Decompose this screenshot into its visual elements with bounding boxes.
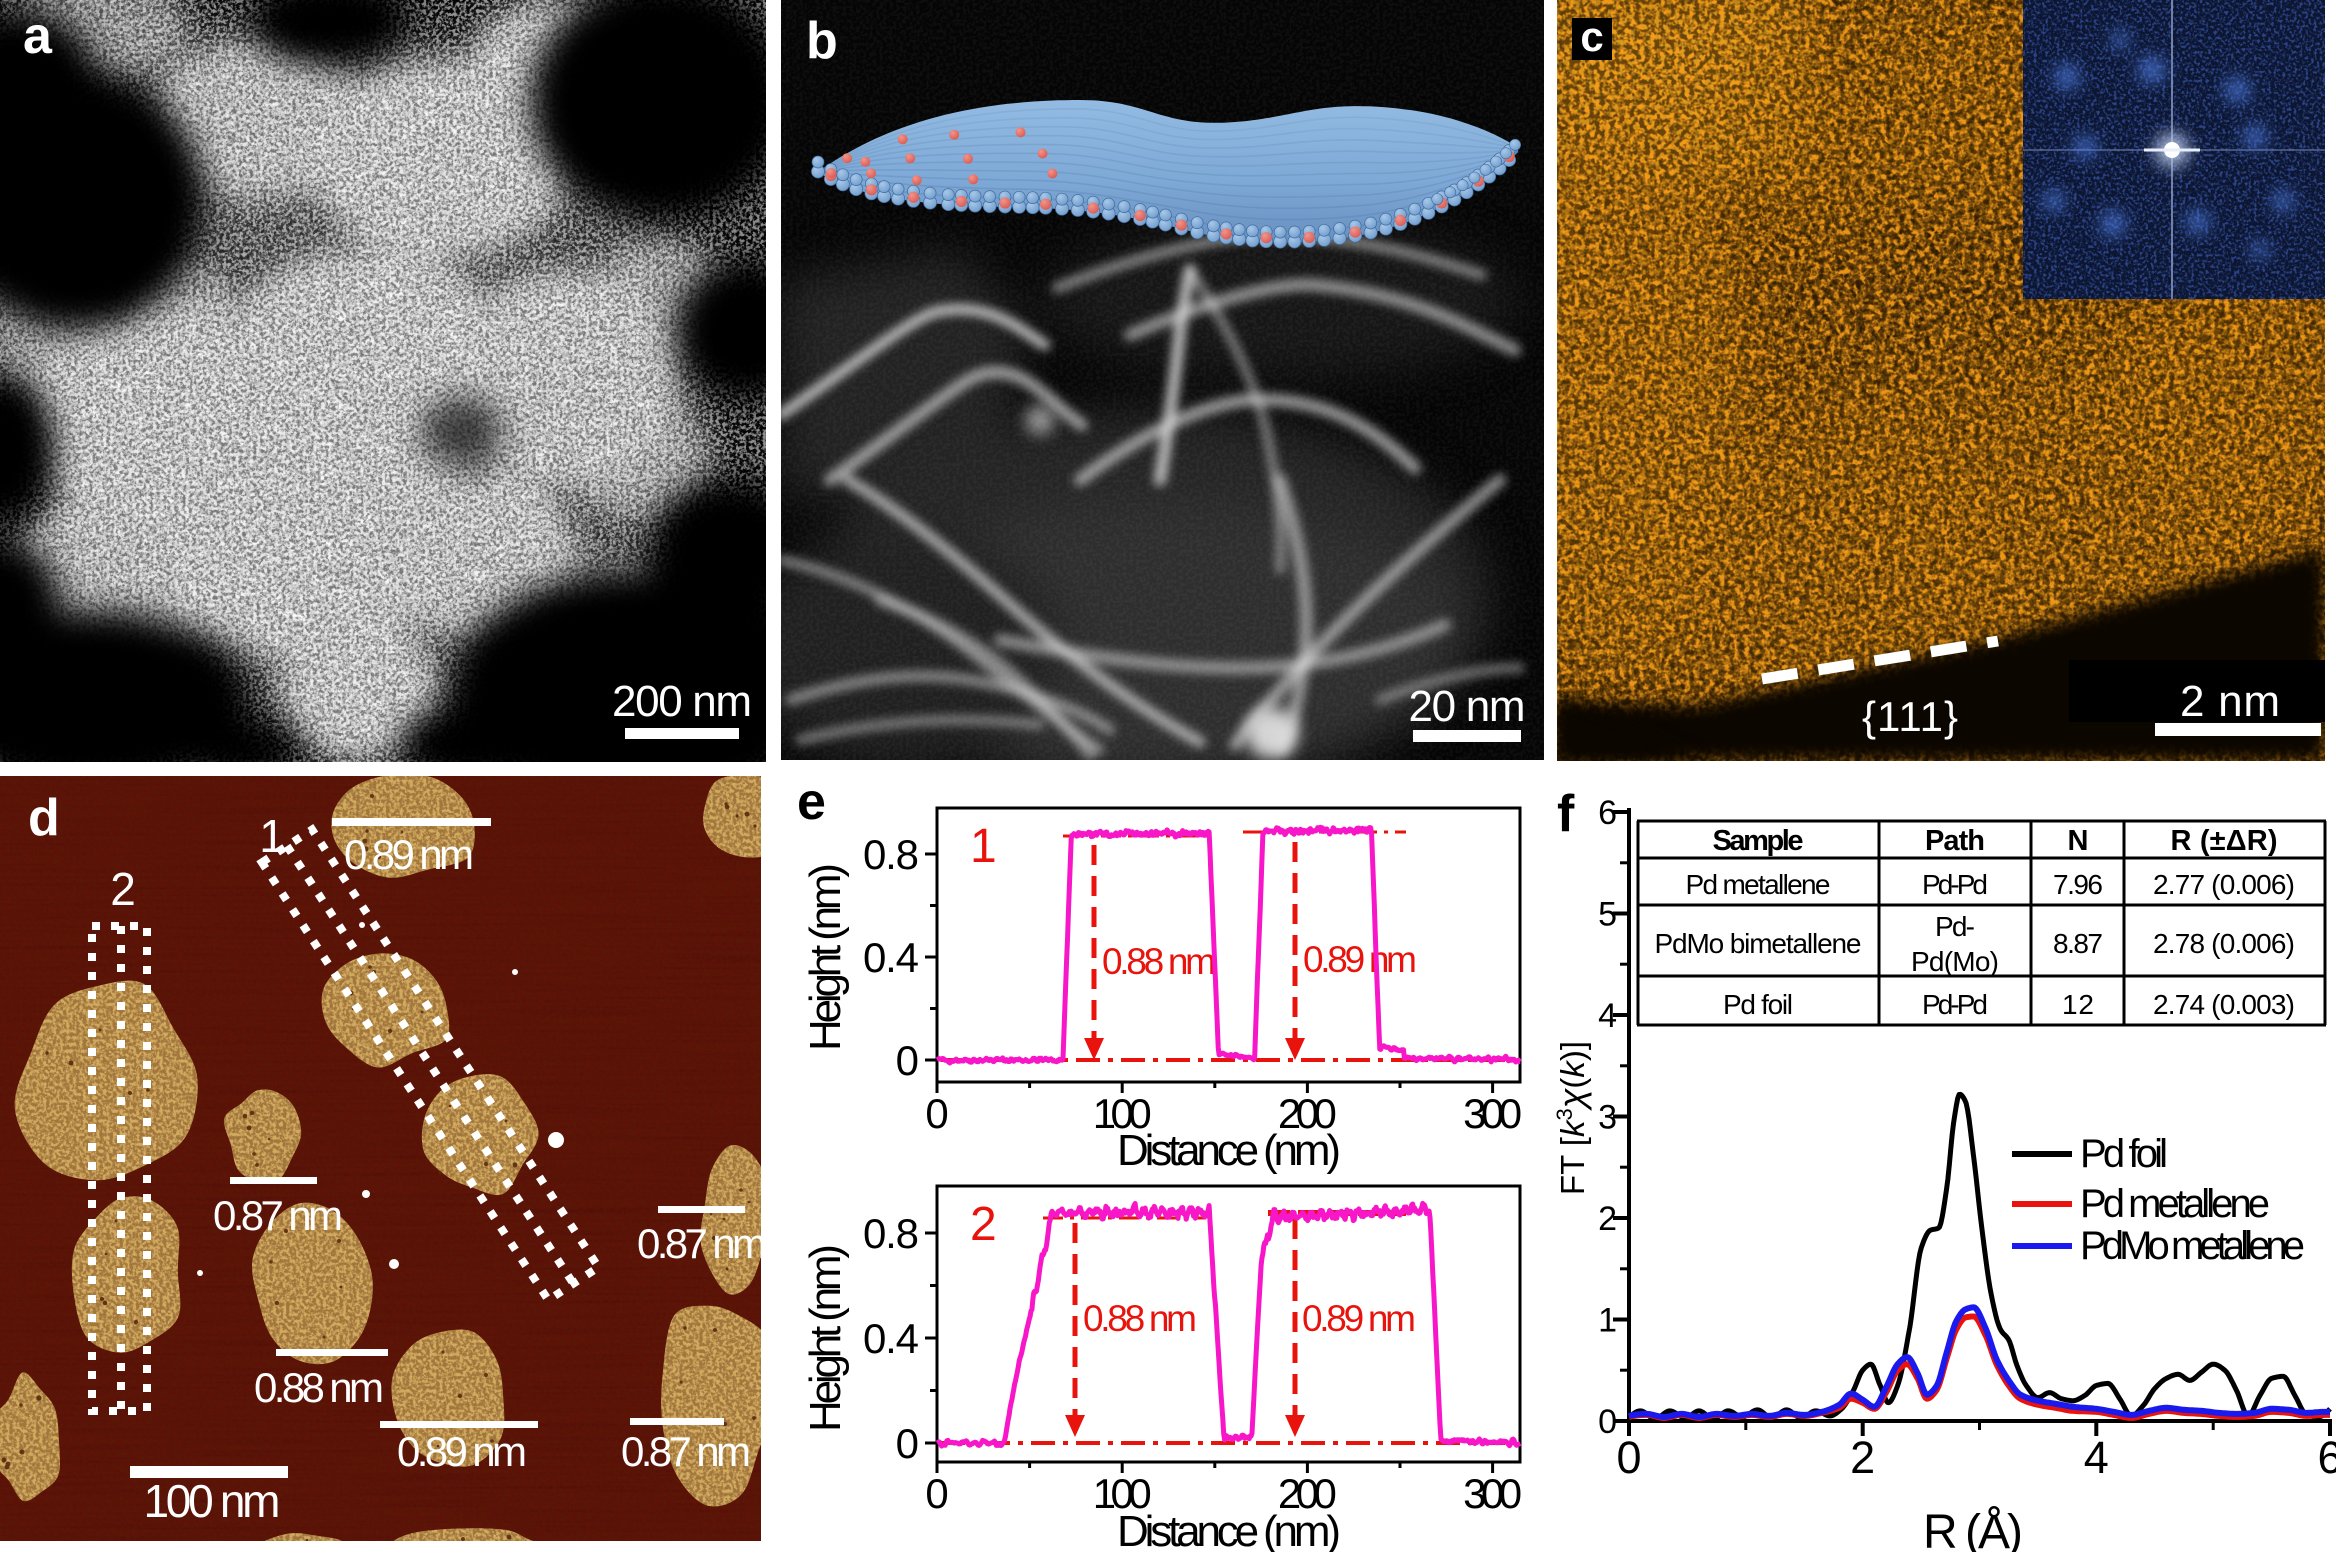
svg-text:7.96: 7.96	[2053, 869, 2103, 900]
svg-text:0.88 nm: 0.88 nm	[1083, 1298, 1197, 1339]
svg-text:0.87 nm: 0.87 nm	[621, 1428, 751, 1475]
svg-text:200: 200	[1278, 1470, 1337, 1517]
svg-text:300: 300	[1463, 1090, 1522, 1137]
svg-text:PdMo metallene: PdMo metallene	[2080, 1224, 2305, 1268]
svg-text:12: 12	[2062, 989, 2094, 1020]
svg-text:0: 0	[896, 1420, 919, 1467]
svg-text:Pd metallene: Pd metallene	[1686, 869, 1831, 900]
svg-text:2.77 (0.006): 2.77 (0.006)	[2153, 869, 2295, 900]
svg-text:{111}: {111}	[1862, 693, 1958, 740]
svg-text:0: 0	[1598, 1403, 1617, 1441]
svg-text:8.87: 8.87	[2053, 928, 2103, 959]
svg-text:200: 200	[1278, 1090, 1337, 1137]
svg-text:6: 6	[1598, 794, 1617, 832]
svg-text:2: 2	[1850, 1432, 1875, 1483]
svg-text:2: 2	[970, 1198, 997, 1251]
svg-text:4: 4	[2084, 1432, 2109, 1483]
svg-text:0.87 nm: 0.87 nm	[213, 1192, 343, 1239]
svg-text:Path: Path	[1925, 825, 1985, 857]
svg-text:a: a	[23, 7, 53, 65]
svg-text:0: 0	[925, 1090, 948, 1137]
svg-text:0: 0	[896, 1037, 919, 1084]
svg-text:0.88 nm: 0.88 nm	[1102, 941, 1216, 982]
svg-text:Pd(Mo): Pd(Mo)	[1911, 946, 1999, 977]
svg-text:0.8: 0.8	[863, 1210, 919, 1257]
svg-text:N: N	[2068, 825, 2089, 857]
svg-text:0: 0	[1616, 1432, 1641, 1483]
svg-text:5: 5	[1598, 896, 1617, 934]
svg-text:Distance (nm): Distance (nm)	[1117, 1507, 1341, 1552]
svg-text:d: d	[28, 789, 60, 847]
svg-text:0.87 nm: 0.87 nm	[637, 1220, 767, 1267]
svg-text:Distance (nm): Distance (nm)	[1117, 1126, 1341, 1175]
svg-text:2: 2	[110, 863, 136, 915]
svg-text:FT [k3χ(k)]: FT [k3χ(k)]	[1551, 1041, 1592, 1195]
svg-text:200 nm: 200 nm	[612, 677, 752, 726]
svg-text:0.8: 0.8	[863, 831, 919, 878]
svg-text:20 nm: 20 nm	[1409, 682, 1526, 731]
svg-text:c: c	[1580, 13, 1603, 60]
svg-text:100: 100	[1093, 1090, 1152, 1137]
svg-text:6: 6	[2317, 1432, 2336, 1483]
svg-text:2.74 (0.003): 2.74 (0.003)	[2153, 989, 2295, 1020]
svg-text:2 nm: 2 nm	[2180, 677, 2280, 726]
svg-text:Pd-Pd: Pd-Pd	[1922, 869, 1988, 900]
svg-text:R (Å): R (Å)	[1923, 1506, 2023, 1552]
svg-text:e: e	[797, 773, 826, 831]
svg-text:0: 0	[925, 1470, 948, 1517]
svg-text:Pd foil: Pd foil	[1723, 989, 1793, 1020]
svg-text:Sample: Sample	[1713, 825, 1804, 857]
svg-text:0.89 nm: 0.89 nm	[1303, 939, 1417, 980]
svg-text:2: 2	[1598, 1200, 1617, 1238]
svg-text:R (±ΔR): R (±ΔR)	[2171, 825, 2278, 857]
svg-text:2.78 (0.006): 2.78 (0.006)	[2153, 928, 2295, 959]
svg-text:0.89 nm: 0.89 nm	[1302, 1298, 1416, 1339]
svg-text:1: 1	[259, 810, 285, 862]
svg-text:Pd foil: Pd foil	[2080, 1132, 2168, 1176]
svg-text:Height (nm): Height (nm)	[801, 863, 850, 1051]
svg-text:1: 1	[1598, 1302, 1617, 1340]
svg-text:0.89 nm: 0.89 nm	[344, 831, 474, 878]
svg-text:0.4: 0.4	[863, 1315, 919, 1362]
svg-text:1: 1	[970, 820, 997, 873]
svg-text:300: 300	[1463, 1470, 1522, 1517]
svg-text:0.4: 0.4	[863, 934, 919, 981]
svg-text:4: 4	[1598, 997, 1617, 1035]
svg-text:0.89 nm: 0.89 nm	[397, 1428, 527, 1475]
svg-text:100: 100	[1093, 1470, 1152, 1517]
svg-text:Pd metallene: Pd metallene	[2080, 1182, 2270, 1226]
svg-text:3: 3	[1598, 1099, 1617, 1137]
svg-text:100 nm: 100 nm	[144, 1475, 281, 1527]
svg-text:0.88 nm: 0.88 nm	[254, 1364, 384, 1411]
svg-text:Pd-: Pd-	[1935, 911, 1975, 942]
svg-text:b: b	[806, 12, 838, 70]
svg-text:f: f	[1557, 785, 1575, 843]
svg-text:Height (nm): Height (nm)	[801, 1244, 850, 1432]
svg-text:PdMo bimetallene: PdMo bimetallene	[1655, 928, 1862, 959]
svg-text:Pd-Pd: Pd-Pd	[1922, 989, 1988, 1020]
